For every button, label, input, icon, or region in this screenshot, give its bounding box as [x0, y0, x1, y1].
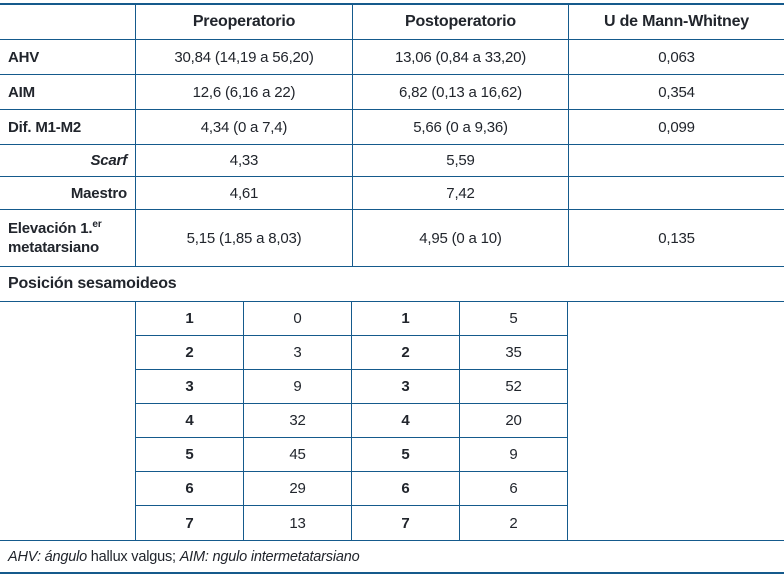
cell-postoperatorio: 5,66 (0 a 9,36)	[352, 110, 568, 144]
cell-mann-whitney	[568, 145, 784, 176]
row-label: AIM	[8, 83, 35, 101]
cell-preoperatorio: 12,6 (6,16 a 22)	[135, 75, 352, 109]
pre-grade: 7	[185, 514, 194, 532]
pre-count: 29	[243, 472, 351, 505]
cell-mann-whitney: 0,063	[568, 40, 784, 74]
post-grade: 4	[351, 404, 459, 437]
row-label: AHV	[8, 48, 40, 66]
table-row-maestro: Maestro 4,61 7,42	[0, 177, 784, 210]
post-count: 35	[459, 336, 567, 369]
section-title-posicion-sesamoideos: Posición sesamoideos	[0, 267, 784, 302]
cell-mann-whitney: 0,099	[568, 110, 784, 144]
post-grade: 5	[351, 438, 459, 471]
footnote-abbr-aim: AIM: ngulo intermetatarsiano	[179, 548, 360, 565]
cell-postoperatorio: 7,42	[352, 177, 568, 209]
cell-preoperatorio: 4,33	[135, 145, 352, 176]
pre-grade: 1	[185, 310, 194, 327]
left-spacer	[0, 302, 135, 540]
header-mann-whitney: U de Mann-Whitney	[568, 5, 784, 39]
cell-mann-whitney	[568, 177, 784, 209]
pre-count: 0	[243, 302, 351, 335]
post-grade: 3	[351, 370, 459, 403]
cell-preoperatorio: 30,84 (14,19 a 56,20)	[135, 40, 352, 74]
row-label: Elevación 1.er metatarsiano	[0, 210, 135, 266]
post-grade: 1	[351, 302, 459, 335]
right-spacer	[568, 302, 784, 540]
cell-preoperatorio: 4,34 (0 a 7,4)	[135, 110, 352, 144]
header-empty-cell	[0, 5, 135, 39]
cell-postoperatorio: 5,59	[352, 145, 568, 176]
post-grade: 7	[351, 506, 459, 540]
sesamoid-row: 6 29 6 6	[136, 472, 567, 506]
cell-preoperatorio: 4,61	[135, 177, 352, 209]
post-count: 20	[459, 404, 567, 437]
cell-mann-whitney: 0,354	[568, 75, 784, 109]
pre-count: 3	[243, 336, 351, 369]
pre-grade: 3	[185, 378, 194, 395]
post-count: 6	[459, 472, 567, 505]
pre-grade: 4	[185, 412, 194, 429]
table-row-aim: AIM 12,6 (6,16 a 22) 6,82 (0,13 a 16,62)…	[0, 75, 784, 110]
post-count: 9	[459, 438, 567, 471]
pre-count: 45	[243, 438, 351, 471]
sesamoid-row: 3 9 3 52	[136, 370, 567, 404]
footnote-abbr-ahv: AHV: ángulo	[8, 548, 87, 565]
post-count: 5	[459, 302, 567, 335]
post-grade: 6	[351, 472, 459, 505]
table-row-ahv: AHV 30,84 (14,19 a 56,20) 13,06 (0,84 a …	[0, 40, 784, 75]
row-label: Maestro	[70, 184, 127, 202]
superscript-er: er	[92, 218, 102, 230]
table-row-elevacion: Elevación 1.er metatarsiano 5,15 (1,85 a …	[0, 210, 784, 267]
footnote-term: hallux valgus;	[86, 548, 180, 565]
row-label: Dif. M1-M2	[8, 118, 82, 136]
pre-grade: 5	[185, 446, 194, 463]
post-grade: 2	[351, 336, 459, 369]
pre-count: 9	[243, 370, 351, 403]
row-label: Scarf	[90, 152, 127, 169]
table-header-row: Preoperatorio Postoperatorio U de Mann-W…	[0, 5, 784, 40]
sesamoid-row: 7 13 7 2	[136, 506, 567, 540]
cell-postoperatorio: 4,95 (0 a 10)	[352, 210, 568, 266]
pre-count: 32	[243, 404, 351, 437]
results-table: Preoperatorio Postoperatorio U de Mann-W…	[0, 3, 784, 574]
sesamoid-row: 2 3 2 35	[136, 336, 567, 370]
cell-postoperatorio: 13,06 (0,84 a 33,20)	[352, 40, 568, 74]
cell-postoperatorio: 6,82 (0,13 a 16,62)	[352, 75, 568, 109]
table-row-dif-m1-m2: Dif. M1-M2 4,34 (0 a 7,4) 5,66 (0 a 9,36…	[0, 110, 784, 145]
pre-grade: 2	[185, 344, 194, 361]
pre-count: 13	[243, 506, 351, 540]
table-row-scarf: Scarf 4,33 5,59	[0, 145, 784, 177]
cell-preoperatorio: 5,15 (1,85 a 8,03)	[135, 210, 352, 266]
post-count: 2	[459, 506, 567, 540]
header-preoperatorio: Preoperatorio	[135, 5, 352, 39]
header-postoperatorio: Postoperatorio	[352, 5, 568, 39]
table-footnote: AHV: ángulo hallux valgus; AIM: ngulo in…	[0, 540, 784, 574]
sesamoid-row: 1 0 1 5	[136, 302, 567, 336]
sesamoid-table-wrap: 1 0 1 5 2 3 2 35 3 9 3 52	[0, 302, 784, 540]
pre-grade: 6	[185, 480, 194, 497]
sesamoid-row: 4 32 4 20	[136, 404, 567, 438]
row-label-text: Elevación 1.er metatarsiano	[8, 218, 102, 256]
sesamoid-table: 1 0 1 5 2 3 2 35 3 9 3 52	[135, 302, 568, 540]
post-count: 52	[459, 370, 567, 403]
cell-mann-whitney: 0,135	[568, 210, 784, 266]
sesamoid-row: 5 45 5 9	[136, 438, 567, 472]
